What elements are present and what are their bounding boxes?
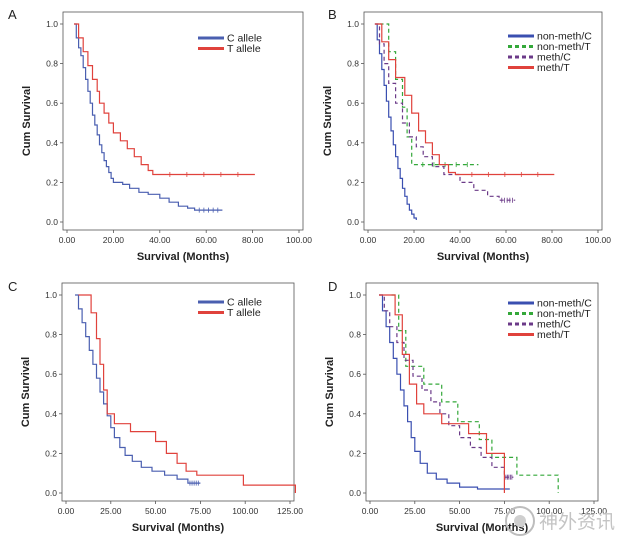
x-axis-label: Survival (Months) <box>137 251 230 263</box>
x-tick-label: 0.00 <box>360 235 377 245</box>
panel-a: A 0.0 0.2 0.4 0.6 0.8 1.0 0.00 20.00 40.00 60.00 80… <box>8 7 312 263</box>
x-tick-label: 20.00 <box>103 235 125 245</box>
series-line-non-meth-c <box>379 294 510 490</box>
y-tick-label: 0.8 <box>349 330 361 340</box>
x-axis-label: Survival (Months) <box>132 522 225 534</box>
x-tick-label: 75.00 <box>190 506 212 516</box>
series-line-non-meth-t <box>391 294 559 493</box>
y-tick-label: 0.6 <box>347 98 359 108</box>
x-tick-label: 125.00 <box>581 506 607 516</box>
y-tick-label: 1.0 <box>45 290 57 300</box>
y-tick-label: 0.2 <box>349 448 361 458</box>
x-tick-label: 80.00 <box>242 235 264 245</box>
series-line-meth-c <box>374 23 516 201</box>
legend-entry: meth/T <box>537 62 570 74</box>
x-axis-label: Survival (Months) <box>437 251 530 263</box>
series-line-meth-t <box>379 294 505 493</box>
x-tick-label: 20.00 <box>403 235 425 245</box>
y-axis-label: Cum Survival <box>20 357 32 427</box>
plot-frame <box>62 11 304 231</box>
legend-entry: T allele <box>227 307 261 319</box>
legend-entry: meth/T <box>537 329 570 341</box>
series-line-meth-c <box>379 294 514 478</box>
x-tick-label: 25.00 <box>404 506 426 516</box>
panel-label: C <box>8 279 17 294</box>
panel-label: A <box>8 7 17 22</box>
x-tick-label: 40.00 <box>449 235 471 245</box>
series-line-non-meth-c <box>374 23 417 220</box>
watermark-logo-icon: 神外资讯 <box>505 506 615 536</box>
plot-frame <box>365 282 599 502</box>
x-tick-label: 50.00 <box>449 506 471 516</box>
x-tick-label: 60.00 <box>495 235 517 245</box>
x-axis-label: Survival (Months) <box>436 522 529 534</box>
y-tick-label: 0.8 <box>347 59 359 69</box>
x-tick-label: 100.00 <box>232 506 258 516</box>
y-tick-label: 1.0 <box>46 19 58 29</box>
y-tick-label: 0.2 <box>46 177 58 187</box>
legend-entry: non-meth/T <box>537 308 591 320</box>
y-tick-label: 1.0 <box>347 19 359 29</box>
legend-entry: non-meth/C <box>537 31 592 43</box>
panel-label: D <box>328 279 337 294</box>
x-tick-label: 50.00 <box>145 506 167 516</box>
x-tick-label: 75.00 <box>494 506 516 516</box>
series-line-non-meth-t <box>379 23 479 166</box>
y-axis-label: Cum Survival <box>21 86 33 156</box>
legend-entry: non-meth/T <box>537 41 591 53</box>
watermark: 神外资讯 <box>503 504 633 538</box>
legend-entry: C allele <box>227 297 262 309</box>
x-tick-label: 125.00 <box>277 506 303 516</box>
series-line-c-allele <box>75 294 201 484</box>
y-tick-label: 0.4 <box>45 409 57 419</box>
x-tick-label: 100.00 <box>536 506 562 516</box>
y-tick-label: 0.8 <box>45 330 57 340</box>
x-tick-label: 100.00 <box>286 235 312 245</box>
legend-entry: C allele <box>227 33 262 45</box>
y-tick-label: 0.0 <box>46 217 58 227</box>
y-tick-label: 0.0 <box>349 488 361 498</box>
panel-c: C 0.0 0.2 0.4 0.6 0.8 1.0 0.00 25.00 50.00 75.00 10… <box>8 279 303 534</box>
legend-entry: T allele <box>227 43 261 55</box>
x-tick-label: 60.00 <box>196 235 218 245</box>
y-tick-label: 0.4 <box>349 409 361 419</box>
y-tick-label: 0.6 <box>46 98 58 108</box>
y-axis-label: Cum Survival <box>322 86 334 156</box>
x-tick-label: 0.00 <box>362 506 379 516</box>
series-line-c-allele <box>74 23 223 211</box>
y-tick-label: 0.2 <box>45 448 57 458</box>
panel-label: B <box>328 7 337 22</box>
y-tick-label: 0.0 <box>45 488 57 498</box>
plot-frame <box>363 11 603 231</box>
series-line-t-allele <box>78 294 296 493</box>
y-tick-label: 0.6 <box>45 369 57 379</box>
y-tick-label: 1.0 <box>349 290 361 300</box>
y-tick-label: 0.8 <box>46 59 58 69</box>
legend-entry: meth/C <box>537 319 571 331</box>
panel-b: B 0.0 0.2 0.4 0.6 0.8 1.0 0.00 20.00 40.00 60.00 80… <box>322 7 611 263</box>
x-tick-label: 100.00 <box>585 235 611 245</box>
y-axis-label: Cum Survival <box>324 357 336 427</box>
x-tick-label: 25.00 <box>100 506 122 516</box>
series-line-meth-t <box>374 23 555 176</box>
legend-entry: non-meth/C <box>537 298 592 310</box>
y-tick-label: 0.4 <box>347 138 359 148</box>
x-tick-label: 0.00 <box>58 506 75 516</box>
panel-d: D 0.0 0.2 0.4 0.6 0.8 1.0 0.00 25.00 50.00 75.00 10… <box>324 279 607 534</box>
series-line-t-allele <box>74 23 255 176</box>
y-tick-label: 0.4 <box>46 138 58 148</box>
x-tick-label: 0.00 <box>59 235 76 245</box>
watermark-text: 神外资讯 <box>539 511 615 533</box>
x-tick-label: 80.00 <box>541 235 563 245</box>
y-tick-label: 0.6 <box>349 369 361 379</box>
y-tick-label: 0.2 <box>347 177 359 187</box>
y-tick-label: 0.0 <box>347 217 359 227</box>
x-tick-label: 40.00 <box>149 235 171 245</box>
legend-entry: meth/C <box>537 52 571 64</box>
